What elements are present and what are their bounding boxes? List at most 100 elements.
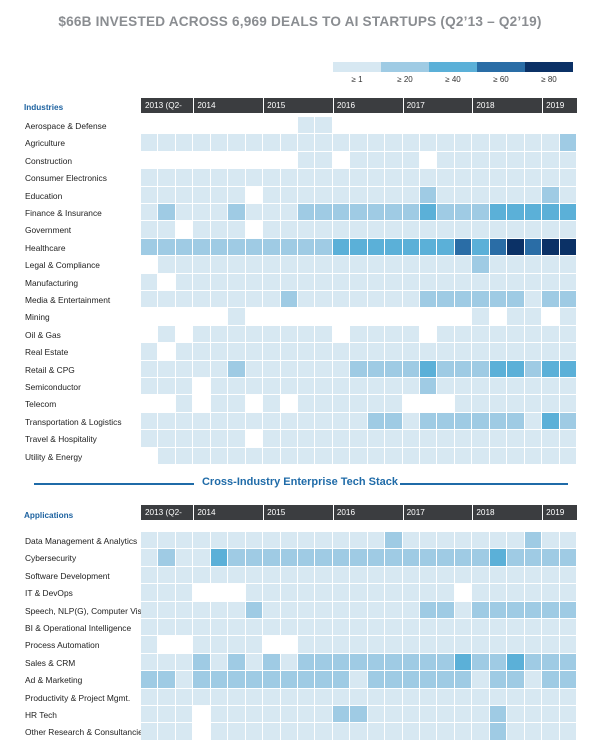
heatmap-cell: [175, 221, 193, 238]
heatmap-cell: [280, 169, 297, 186]
heatmap-cell: [559, 584, 576, 601]
heatmap-cell: [507, 256, 524, 273]
heatmap-cell: [141, 221, 158, 238]
heatmap-cell: [175, 378, 193, 395]
heatmap-cell: [437, 601, 454, 618]
heatmap-cell: [228, 186, 245, 203]
heatmap-cell: [559, 186, 576, 203]
heatmap-cell: [402, 688, 420, 705]
heatmap-cell: [454, 291, 472, 308]
heatmap-cell: [350, 378, 367, 395]
heatmap-cell: [332, 273, 350, 290]
heatmap-cell: [559, 117, 576, 134]
heatmap-cell: [472, 308, 489, 325]
divider-line-left: [34, 483, 194, 485]
heatmap-cell: [489, 169, 507, 186]
row-label: Finance & Insurance: [25, 208, 102, 218]
year-label: 2013 (Q2-Q4): [145, 508, 182, 532]
heatmap-cell: [402, 325, 420, 343]
heatmap-cell: [524, 566, 542, 584]
heatmap-cell: [245, 653, 263, 671]
heatmap-cell: [228, 706, 245, 723]
heatmap-cell: [332, 566, 350, 584]
heatmap-cell: [210, 601, 228, 618]
heatmap-cell: [420, 134, 437, 151]
heatmap-cell: [280, 532, 297, 549]
heatmap-cell: [141, 273, 158, 290]
heatmap-cell: [280, 619, 297, 636]
heatmap-cell: [420, 360, 437, 377]
heatmap-cell: [297, 273, 315, 290]
heatmap-cell: [472, 151, 489, 169]
row-label: Sales & CRM: [25, 657, 76, 668]
heatmap-cell: [332, 430, 350, 447]
heatmap-cell: [193, 549, 210, 566]
heatmap-cell: [228, 221, 245, 238]
row-label: Consumer Electronics: [25, 173, 107, 184]
row-label: Other Research & Consultancies: [25, 727, 147, 738]
heatmap-cell: [263, 706, 280, 723]
heatmap-cell: [402, 412, 420, 430]
heatmap-cell: [437, 395, 454, 412]
heatmap-cell: [437, 308, 454, 325]
heatmap-cell: [297, 619, 315, 636]
heatmap-cell: [350, 256, 367, 273]
heatmap-cell: [350, 186, 367, 203]
heatmap-cell: [367, 343, 385, 360]
heatmap-cell: [332, 325, 350, 343]
heatmap-cell: [472, 447, 489, 464]
heatmap-cell: [489, 395, 507, 412]
heatmap-cell: [297, 601, 315, 618]
heatmap-cell: [385, 325, 402, 343]
heatmap-cell: [158, 221, 175, 238]
heatmap-cell: [385, 566, 402, 584]
heatmap-cell: [489, 601, 507, 618]
heatmap-cell: [524, 636, 542, 653]
heatmap-cell: [367, 584, 385, 601]
heatmap-cell: [542, 238, 559, 256]
heatmap-cell: [524, 238, 542, 256]
heatmap-cell: [193, 706, 210, 723]
heatmap-cell: [350, 238, 367, 256]
heatmap-cell: [193, 378, 210, 395]
heatmap-cell: [507, 412, 524, 430]
row-label: BI & Operational Intelligence: [25, 623, 132, 633]
heatmap-cell: [210, 584, 228, 601]
year-separator: [402, 98, 404, 113]
heatmap-cell: [542, 378, 559, 395]
heatmap-cell: [263, 532, 280, 549]
heatmap-cell: [402, 395, 420, 412]
heatmap-cell: [454, 706, 472, 723]
chart-title: $66B INVESTED ACROSS 6,969 DEALS TO AI S…: [58, 14, 542, 29]
heatmap-cell: [175, 238, 193, 256]
heatmap-cell: [454, 238, 472, 256]
heatmap-cell: [228, 378, 245, 395]
heatmap-cell: [297, 395, 315, 412]
heatmap-cell: [141, 360, 158, 377]
heatmap-cell: [472, 619, 489, 636]
heatmap-cell: [141, 636, 158, 653]
heatmap-cell: [402, 619, 420, 636]
heatmap-cell: [454, 186, 472, 203]
heatmap-cell: [542, 549, 559, 566]
heatmap-cell: [315, 221, 332, 238]
heatmap-cell: [280, 256, 297, 273]
heatmap-cell: [141, 238, 158, 256]
heatmap-cell: [175, 619, 193, 636]
heatmap-cell: [524, 447, 542, 464]
heatmap-cell: [228, 412, 245, 430]
heatmap-cell: [350, 343, 367, 360]
year-label: 2018: [476, 508, 495, 517]
heatmap-cell: [437, 532, 454, 549]
heatmap-cell: [245, 325, 263, 343]
heatmap-cell: [507, 532, 524, 549]
heatmap-cell: [507, 238, 524, 256]
heatmap-cell: [507, 204, 524, 221]
heatmap-cell: [245, 117, 263, 134]
heatmap-cell: [507, 706, 524, 723]
heatmap-cell: [472, 221, 489, 238]
heatmap-cell: [420, 343, 437, 360]
heatmap-cell: [315, 238, 332, 256]
heatmap-cell: [210, 447, 228, 464]
heatmap-cell: [332, 395, 350, 412]
